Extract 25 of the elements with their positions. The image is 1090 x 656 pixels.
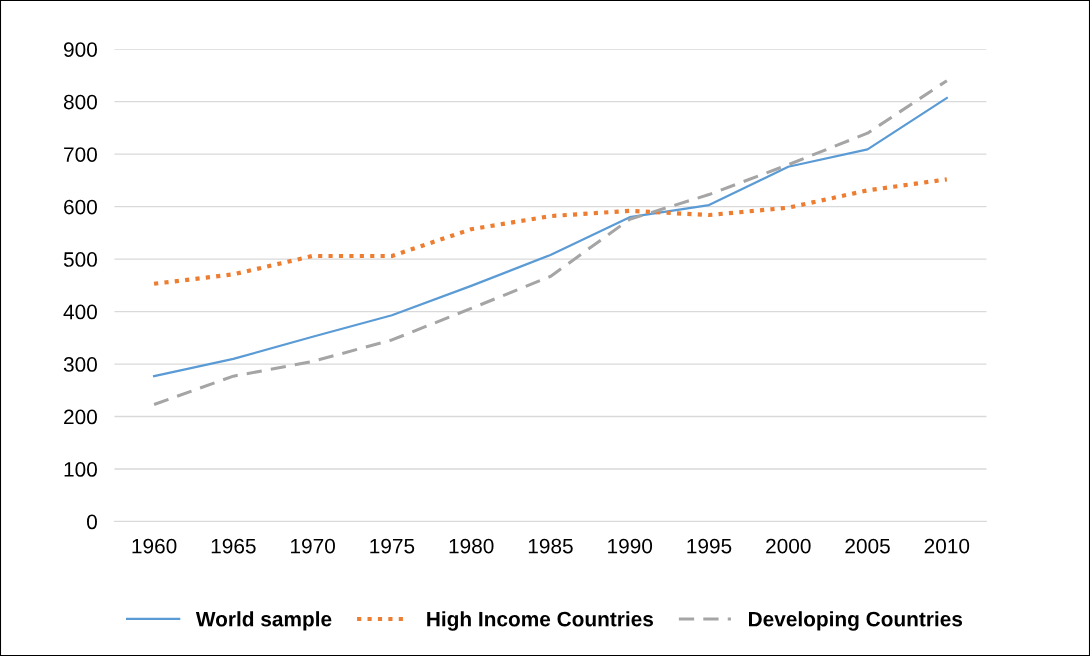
x-tick-label: 1970 <box>291 538 335 554</box>
y-tick-label: 200 <box>64 409 97 425</box>
x-tick-label: 2000 <box>766 538 811 554</box>
x-tick-label: 1985 <box>528 538 573 554</box>
x-tick-label: 1990 <box>608 538 653 554</box>
y-tick-label: 900 <box>64 42 97 57</box>
x-tick-label: 2010 <box>924 538 970 554</box>
y-tick-label: 0 <box>87 514 97 530</box>
x-tick-label: 1980 <box>449 538 494 554</box>
x-tick-label: 1965 <box>211 538 256 554</box>
y-tick-label: 800 <box>63 94 97 110</box>
x-tick-label: 1975 <box>370 538 415 554</box>
legend-label: Developing Countries <box>749 611 963 631</box>
y-tick-label: 700 <box>64 147 97 162</box>
line-series <box>152 177 949 286</box>
y-tick-label: 500 <box>63 252 97 267</box>
x-tick-label: 1995 <box>687 538 732 554</box>
y-tick-label: 400 <box>63 304 97 320</box>
x-tick-label: 2005 <box>845 538 890 554</box>
y-tick-label: 100 <box>64 462 97 477</box>
x-tick-label: 1960 <box>132 538 177 554</box>
y-tick-label: 300 <box>63 357 97 372</box>
legend-label: High Income Countries <box>427 611 654 631</box>
legend-label: World sample <box>195 611 332 631</box>
y-tick-label: 600 <box>64 199 97 215</box>
